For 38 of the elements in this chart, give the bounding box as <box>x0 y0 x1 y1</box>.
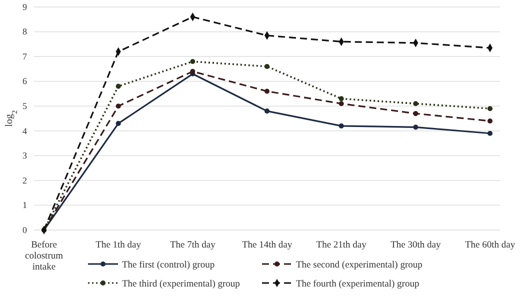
x-tick-label: The 21th day <box>316 240 367 251</box>
point <box>116 104 121 109</box>
point <box>413 111 418 116</box>
point <box>413 101 418 106</box>
y-tick-label: 4 <box>22 126 28 136</box>
point <box>190 68 196 74</box>
point <box>487 130 493 136</box>
x-tick-label: The 14th day <box>242 240 292 251</box>
y-tick-label: 7 <box>22 51 28 62</box>
y-tick-label: 2 <box>22 175 27 186</box>
point <box>413 124 418 130</box>
point <box>264 88 270 94</box>
legend-label: The first (control) group <box>122 260 215 270</box>
point <box>338 96 344 102</box>
point <box>487 106 493 112</box>
legend-label: The third (experimental) group <box>122 279 240 290</box>
y-tick-label: 0 <box>22 224 28 235</box>
y-tick-label: 3 <box>22 150 28 161</box>
point <box>264 108 270 114</box>
legend-label: The second (experimental) group <box>296 260 423 270</box>
y-tick-label: 6 <box>22 76 28 86</box>
point <box>190 58 196 64</box>
point <box>338 123 344 128</box>
x-tick-label: The 7th day <box>170 240 216 251</box>
y-tick-label: 5 <box>22 100 28 111</box>
y-tick-label: 1 <box>22 200 27 210</box>
y-tick-label: 8 <box>22 26 28 37</box>
point <box>487 118 493 124</box>
x-tick-label: The 30th day <box>390 240 441 251</box>
y-tick-label: 9 <box>22 2 28 12</box>
x-tick-label: The 1th day <box>96 240 142 251</box>
point <box>116 84 121 89</box>
point <box>116 120 121 126</box>
x-tick-label: The 60th day <box>464 240 516 251</box>
point <box>264 64 270 69</box>
x-tick-label: Before colostrum intake <box>25 240 64 273</box>
point <box>338 101 344 106</box>
legend-label: The fourth (experimental) group <box>296 279 420 290</box>
